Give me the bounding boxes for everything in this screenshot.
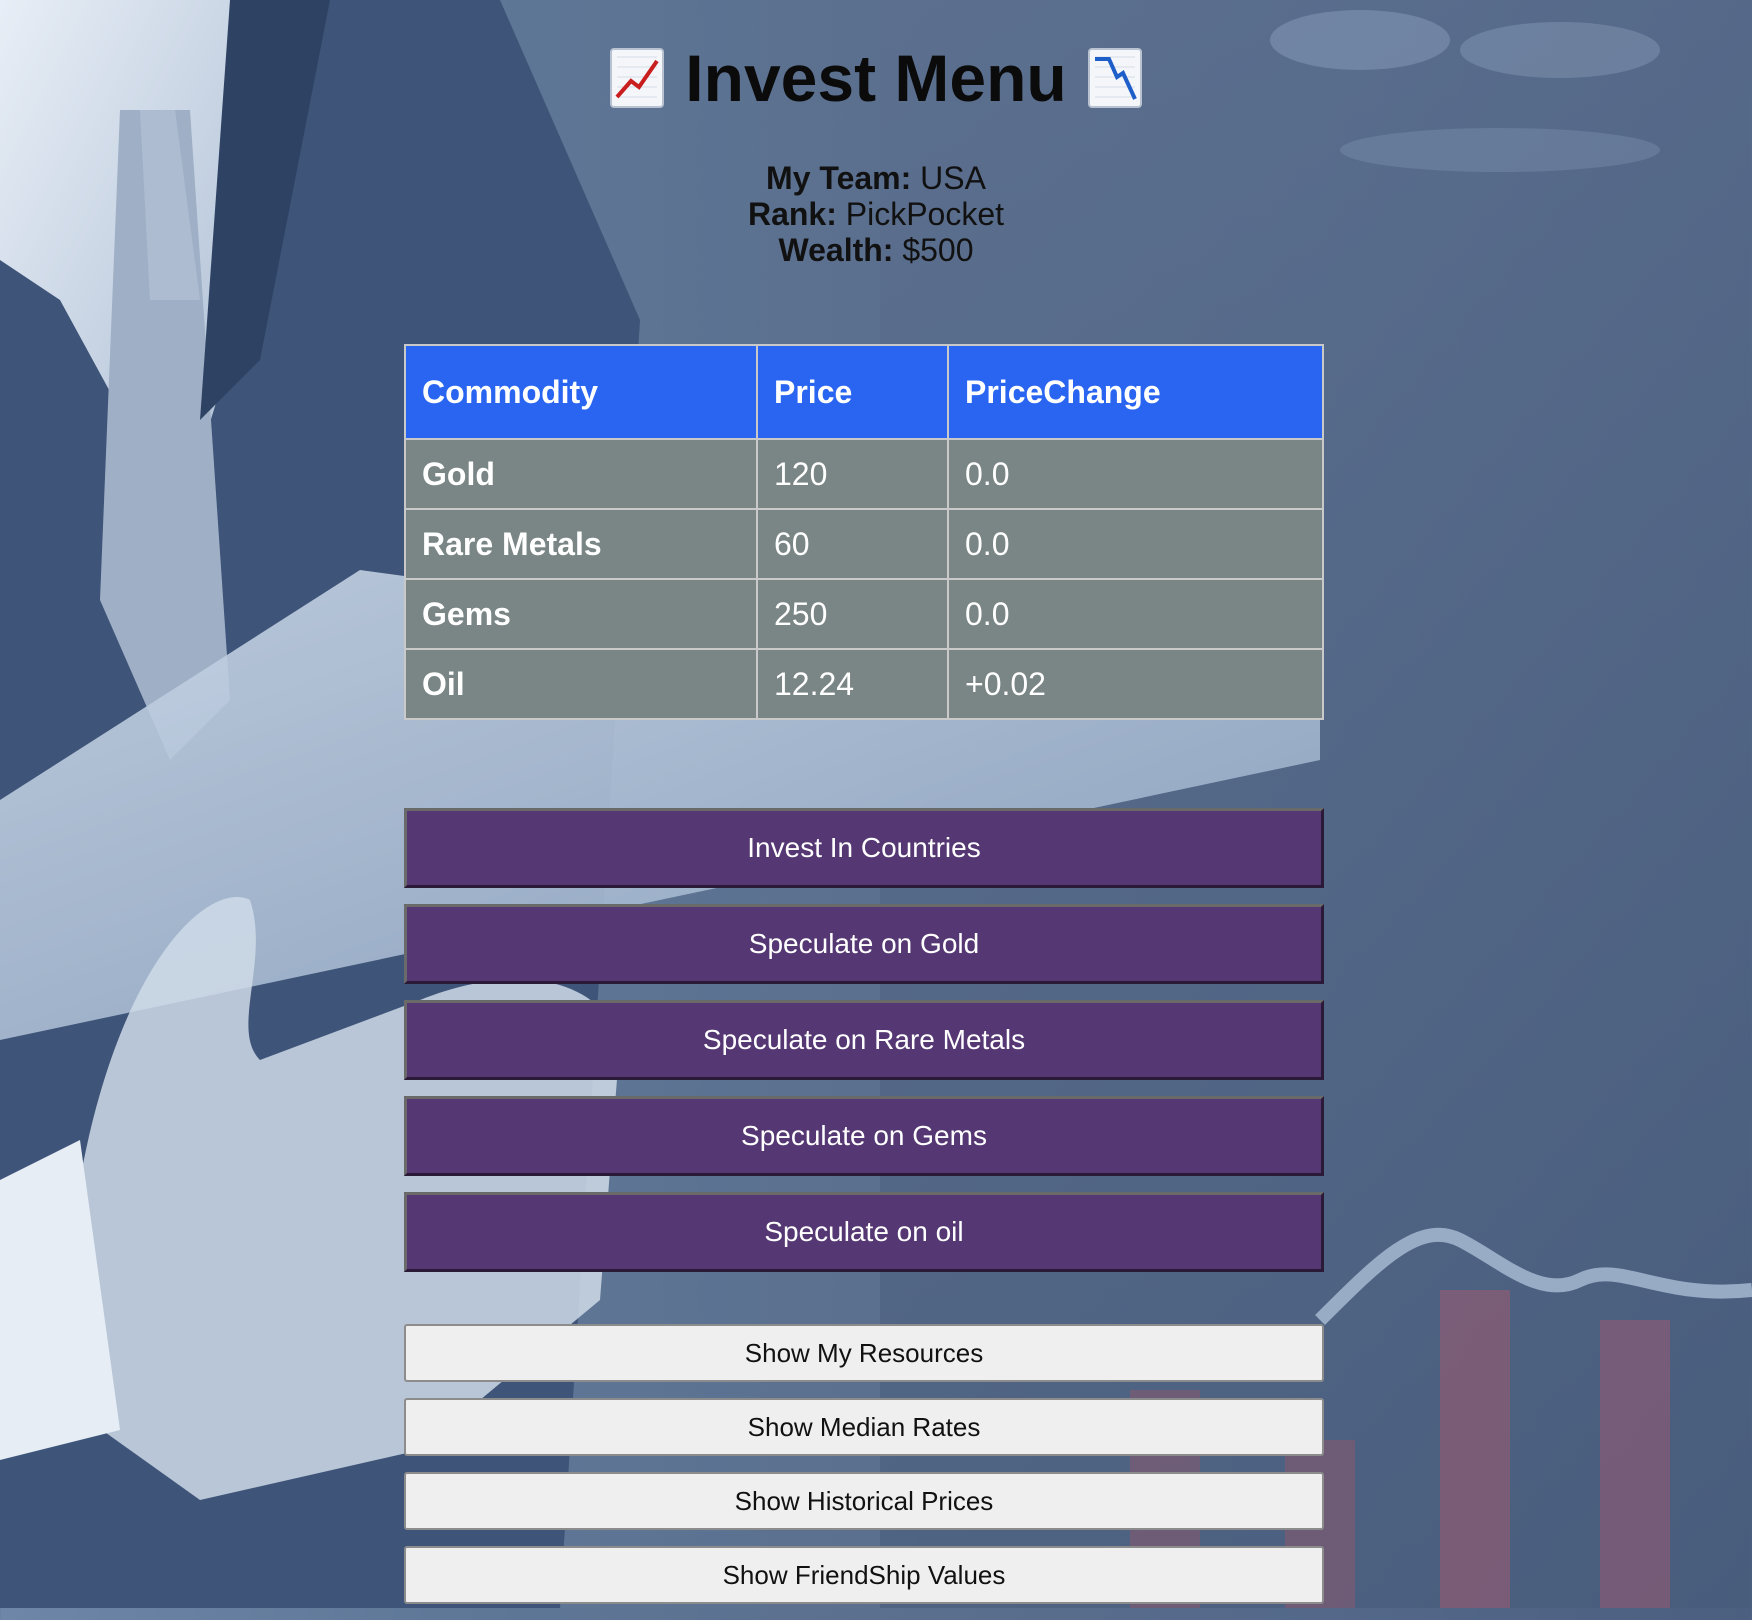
header-commodity: Commodity (404, 344, 758, 440)
header-price-change: PriceChange (947, 344, 1324, 440)
commodity-cell: Gold (404, 438, 758, 510)
price-cell: 60 (756, 508, 949, 580)
team-value: USA (920, 160, 986, 196)
invest-in-countries-button[interactable]: Invest In Countries (404, 808, 1324, 888)
header-price: Price (756, 344, 949, 440)
table-row: Gold 120 0.0 (404, 438, 1324, 510)
wealth-value: $500 (902, 232, 974, 268)
price-change-cell: +0.02 (947, 648, 1324, 720)
commodity-cell: Rare Metals (404, 508, 758, 580)
show-median-rates-button[interactable]: Show Median Rates (404, 1398, 1324, 1456)
chart-increasing-icon (610, 48, 665, 108)
rank-value: PickPocket (845, 196, 1005, 232)
show-my-resources-button[interactable]: Show My Resources (404, 1324, 1324, 1382)
info-actions: Show My Resources Show Median Rates Show… (404, 1324, 1324, 1620)
price-cell: 120 (756, 438, 949, 510)
team-info: My Team: USA Rank: PickPocket Wealth: $5… (0, 160, 1752, 268)
show-historical-prices-button[interactable]: Show Historical Prices (404, 1472, 1324, 1530)
commodity-table-container: Commodity Price PriceChange Gold 120 0.0… (404, 344, 1324, 720)
price-cell: 250 (756, 578, 949, 650)
table-header-row: Commodity Price PriceChange (404, 344, 1324, 440)
rank-label: Rank: (747, 196, 837, 232)
speculate-gems-button[interactable]: Speculate on Gems (404, 1096, 1324, 1176)
show-friendship-values-button[interactable]: Show FriendShip Values (404, 1546, 1324, 1604)
price-change-cell: 0.0 (947, 508, 1324, 580)
commodity-table: Commodity Price PriceChange Gold 120 0.0… (404, 344, 1324, 720)
team-line: My Team: USA (0, 160, 1752, 196)
price-cell: 12.24 (756, 648, 949, 720)
rank-line: Rank: PickPocket (0, 196, 1752, 232)
speculate-gold-button[interactable]: Speculate on Gold (404, 904, 1324, 984)
page-title: Invest Menu (0, 38, 1752, 118)
page-title-text: Invest Menu (685, 41, 1067, 115)
investment-actions: Invest In Countries Speculate on Gold Sp… (404, 808, 1324, 1288)
chart-decreasing-icon (1087, 48, 1142, 108)
speculate-rare-metals-button[interactable]: Speculate on Rare Metals (404, 1000, 1324, 1080)
team-label: My Team: (766, 160, 912, 196)
price-change-cell: 0.0 (947, 438, 1324, 510)
wealth-line: Wealth: $500 (0, 232, 1752, 268)
table-row: Gems 250 0.0 (404, 578, 1324, 650)
commodity-cell: Oil (404, 648, 758, 720)
price-change-cell: 0.0 (947, 578, 1324, 650)
commodity-cell: Gems (404, 578, 758, 650)
table-row: Rare Metals 60 0.0 (404, 508, 1324, 580)
speculate-oil-button[interactable]: Speculate on oil (404, 1192, 1324, 1272)
table-row: Oil 12.24 +0.02 (404, 648, 1324, 720)
wealth-label: Wealth: (778, 232, 894, 268)
